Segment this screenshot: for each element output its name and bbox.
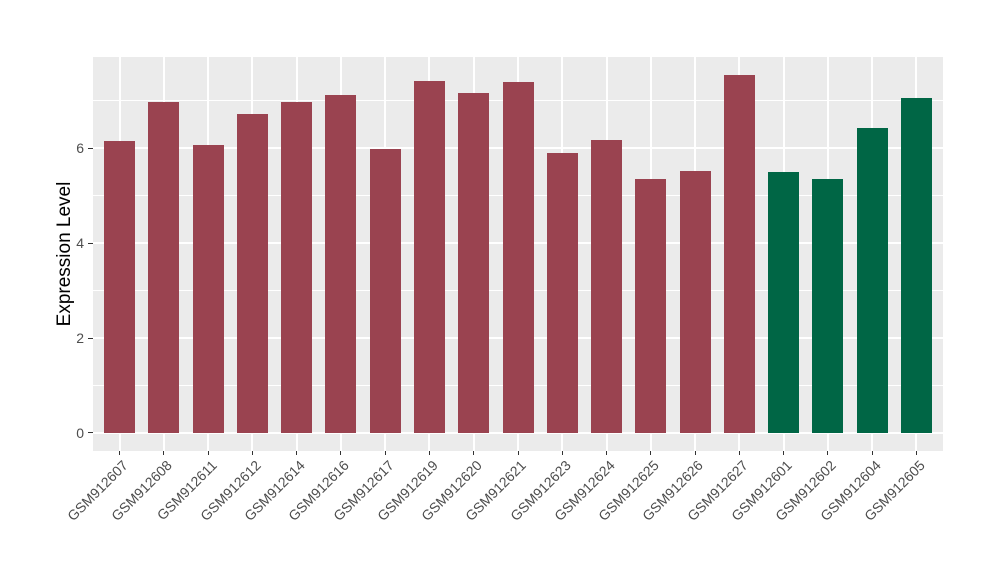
bar-GSM912616 xyxy=(325,94,357,433)
bar-GSM912623 xyxy=(546,153,578,433)
y-tick-mark xyxy=(88,337,93,339)
y-tick-label: 6 xyxy=(76,140,84,157)
x-tick-mark xyxy=(296,451,298,455)
y-tick-mark xyxy=(88,432,93,434)
bar-GSM912604 xyxy=(856,127,888,433)
x-tick-mark xyxy=(650,451,652,455)
bar-GSM912605 xyxy=(900,98,932,433)
bar-GSM912611 xyxy=(192,145,224,433)
x-tick-mark xyxy=(827,451,829,455)
y-tick-label: 0 xyxy=(76,424,84,441)
bar-GSM912608 xyxy=(148,102,180,433)
x-tick-mark xyxy=(783,451,785,455)
plot-panel xyxy=(93,57,943,451)
bar-GSM912619 xyxy=(413,80,445,433)
bar-GSM912607 xyxy=(104,141,136,433)
y-tick-label: 2 xyxy=(76,330,84,347)
x-tick-mark xyxy=(473,451,475,455)
bar-GSM912620 xyxy=(458,93,490,433)
bar-GSM912602 xyxy=(812,178,844,433)
x-tick-mark xyxy=(738,451,740,455)
x-tick-mark xyxy=(915,451,917,455)
x-tick-mark xyxy=(871,451,873,455)
x-tick-mark xyxy=(207,451,209,455)
x-tick-mark xyxy=(606,451,608,455)
bar-GSM912614 xyxy=(281,102,313,433)
y-tick-mark xyxy=(88,147,93,149)
x-tick-mark xyxy=(694,451,696,455)
x-tick-mark xyxy=(384,451,386,455)
x-tick-mark xyxy=(428,451,430,455)
bar-GSM912617 xyxy=(369,149,401,433)
x-tick-mark xyxy=(517,451,519,455)
bar-GSM912627 xyxy=(723,75,755,433)
x-tick-mark xyxy=(340,451,342,455)
y-tick-label: 4 xyxy=(76,235,84,252)
x-tick-mark xyxy=(251,451,253,455)
bar-GSM912612 xyxy=(236,114,268,433)
bar-GSM912625 xyxy=(635,178,667,433)
x-tick-mark xyxy=(561,451,563,455)
y-axis-title: Expression Level xyxy=(54,181,75,327)
x-tick-mark xyxy=(163,451,165,455)
bar-GSM912626 xyxy=(679,171,711,433)
x-tick-mark xyxy=(119,451,121,455)
bar-GSM912624 xyxy=(591,140,623,433)
bar-GSM912601 xyxy=(768,172,800,433)
bar-GSM912621 xyxy=(502,81,534,433)
y-tick-mark xyxy=(88,242,93,244)
